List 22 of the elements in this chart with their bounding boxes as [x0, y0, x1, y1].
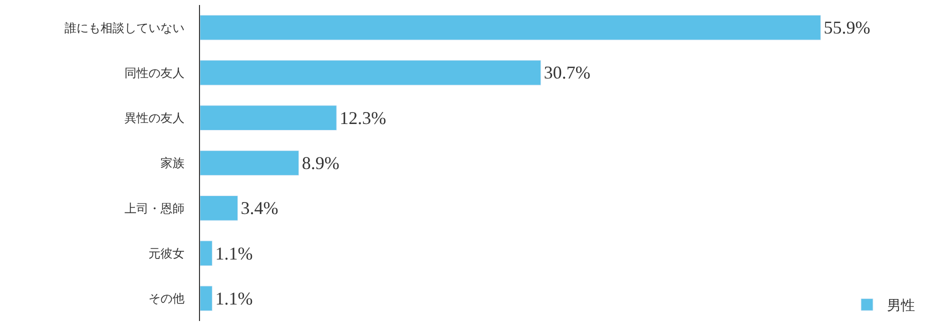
data-label: 55.9%	[824, 18, 870, 38]
bar	[200, 60, 542, 86]
bar	[200, 150, 300, 176]
bar	[200, 195, 238, 221]
y-tick-label: 上司・恩師	[124, 201, 185, 216]
y-tick-label: 異性の友人	[124, 111, 185, 126]
y-tick-label: 元彼女	[148, 246, 185, 260]
data-label: 1.1%	[215, 243, 253, 264]
y-tick-label: 同性の友人	[124, 66, 185, 80]
bar	[200, 240, 212, 266]
data-label: 30.7%	[544, 62, 590, 83]
data-label: 3.4%	[240, 198, 278, 218]
data-label: 1.1%	[215, 288, 253, 308]
y-tick-label: 家族	[160, 156, 185, 170]
bar	[200, 286, 212, 312]
legend-label: 男性	[887, 298, 915, 314]
data-label: 12.3%	[340, 108, 386, 128]
y-tick-label: 誰にも相談していない	[64, 20, 185, 35]
y-tick-label: その他	[148, 292, 185, 306]
bar	[200, 14, 821, 40]
data-label: 8.9%	[302, 153, 340, 173]
bar	[200, 105, 337, 131]
